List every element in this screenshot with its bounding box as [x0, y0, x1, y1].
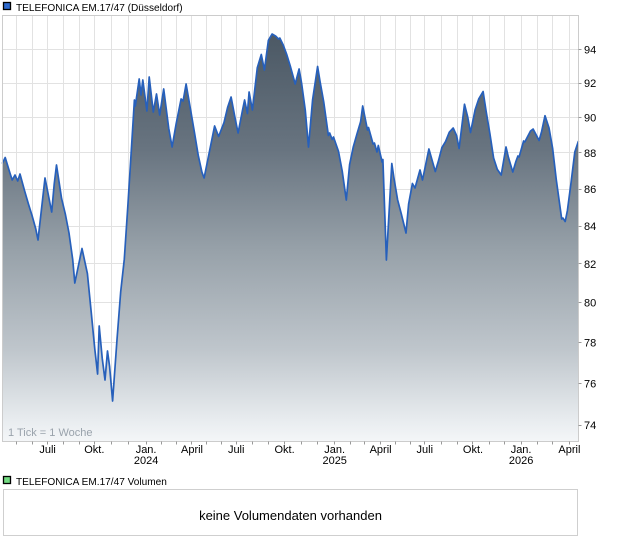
svg-text:94: 94 [584, 44, 596, 56]
svg-text:1 Tick = 1 Woche: 1 Tick = 1 Woche [8, 427, 92, 439]
svg-text:TELEFONICA EM.17/47 Volumen: TELEFONICA EM.17/47 Volumen [16, 477, 167, 488]
svg-text:Juli: Juli [228, 444, 245, 456]
svg-text:80: 80 [584, 298, 596, 310]
svg-text:Juli: Juli [417, 444, 434, 456]
svg-text:Juli: Juli [39, 444, 56, 456]
svg-text:86: 86 [584, 184, 596, 196]
svg-text:2026: 2026 [509, 455, 533, 467]
svg-text:TELEFONICA EM.17/47 (Düsseldor: TELEFONICA EM.17/47 (Düsseldorf) [16, 3, 183, 14]
svg-text:90: 90 [584, 113, 596, 125]
svg-text:April: April [370, 444, 392, 456]
svg-text:Okt.: Okt. [275, 444, 295, 456]
svg-text:Jan.: Jan. [511, 444, 532, 456]
svg-text:Okt.: Okt. [463, 444, 483, 456]
svg-text:2024: 2024 [134, 455, 158, 467]
svg-text:Jan.: Jan. [324, 444, 345, 456]
svg-text:76: 76 [584, 378, 596, 390]
svg-text:82: 82 [584, 259, 596, 271]
svg-text:88: 88 [584, 148, 596, 160]
svg-text:Okt.: Okt. [84, 444, 104, 456]
svg-text:92: 92 [584, 78, 596, 90]
svg-text:74: 74 [584, 420, 596, 432]
svg-text:2025: 2025 [322, 455, 346, 467]
svg-text:78: 78 [584, 338, 596, 350]
svg-text:April: April [558, 444, 580, 456]
svg-text:Jan.: Jan. [136, 444, 157, 456]
svg-text:84: 84 [584, 221, 596, 233]
svg-text:April: April [181, 444, 203, 456]
svg-text:keine Volumendaten vorhanden: keine Volumendaten vorhanden [199, 508, 382, 523]
